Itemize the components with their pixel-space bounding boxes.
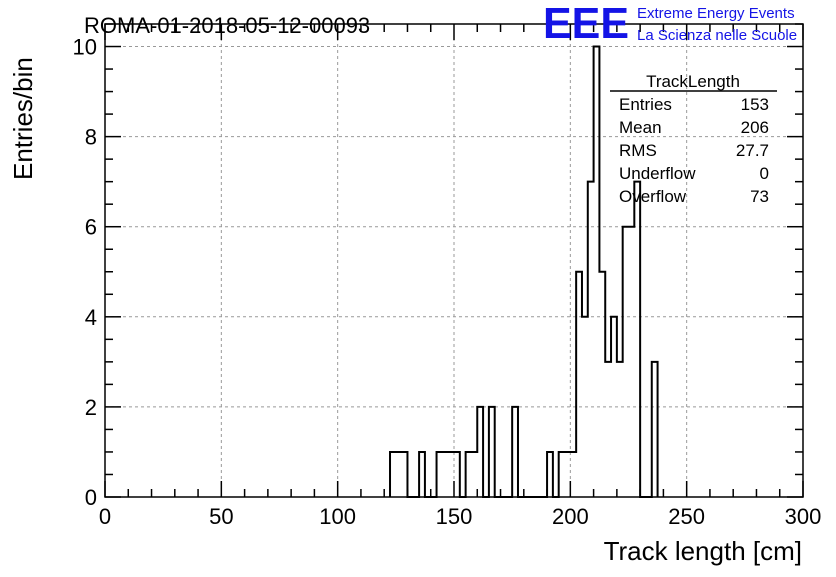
stats-key-overflow: Overflow — [619, 187, 687, 206]
x-tick-label: 50 — [209, 504, 233, 529]
x-axis-label: Track length [cm] — [604, 536, 802, 566]
histogram-bin — [605, 362, 611, 497]
histogram-bin — [396, 452, 402, 497]
histogram-bin — [617, 362, 623, 497]
histogram-bin — [448, 452, 454, 497]
stats-value-rms: 27.7 — [736, 141, 769, 160]
grid-lines — [105, 24, 803, 497]
stats-title: TrackLength — [646, 72, 740, 91]
stats-key-rms: RMS — [619, 141, 657, 160]
stats-value-overflow: 73 — [750, 187, 769, 206]
axis-ticks — [104, 23, 804, 498]
logo-mark: EEE — [543, 0, 629, 48]
y-tick-label: 6 — [85, 215, 97, 240]
x-tick-label: 100 — [319, 504, 356, 529]
x-tick-label: 250 — [668, 504, 705, 529]
y-tick-label: 8 — [85, 125, 97, 150]
logo-line2: La Scienza nelle Scuole — [637, 27, 797, 44]
stats-key-underflow: Underflow — [619, 164, 696, 183]
y-tick-label: 4 — [85, 305, 97, 330]
histogram-outline — [389, 45, 659, 498]
x-tick-label: 200 — [552, 504, 589, 529]
histogram-bins — [390, 47, 658, 497]
stats-key-mean: Mean — [619, 118, 662, 137]
stats-key-entries: Entries — [619, 95, 672, 114]
stats-box: TrackLength Entries 153 Mean 206 RMS 27.… — [610, 72, 777, 206]
run-label: ROMA-01-2018-05-12-00093 — [84, 13, 370, 38]
logo-line1: Extreme Energy Events — [637, 5, 795, 22]
y-tick-label: 0 — [85, 485, 97, 510]
x-tick-label: 0 — [99, 504, 111, 529]
histogram-bin — [442, 452, 448, 497]
y-tick-label: 2 — [85, 395, 97, 420]
stats-value-underflow: 0 — [760, 164, 769, 183]
x-tick-label: 300 — [785, 504, 822, 529]
y-tick-label: 10 — [73, 35, 97, 60]
histogram-bin — [471, 452, 477, 497]
x-tick-label: 150 — [436, 504, 473, 529]
stats-value-entries: 153 — [741, 95, 769, 114]
axis-tick-labels: 0 50 100 150 200 250 300 0 2 4 6 8 10 — [73, 35, 822, 529]
histogram-bin — [565, 452, 571, 497]
stats-value-mean: 206 — [741, 118, 769, 137]
y-axis-label: Entries/bin — [8, 57, 38, 180]
histogram-bin — [570, 452, 576, 497]
histogram-bin — [629, 227, 635, 497]
